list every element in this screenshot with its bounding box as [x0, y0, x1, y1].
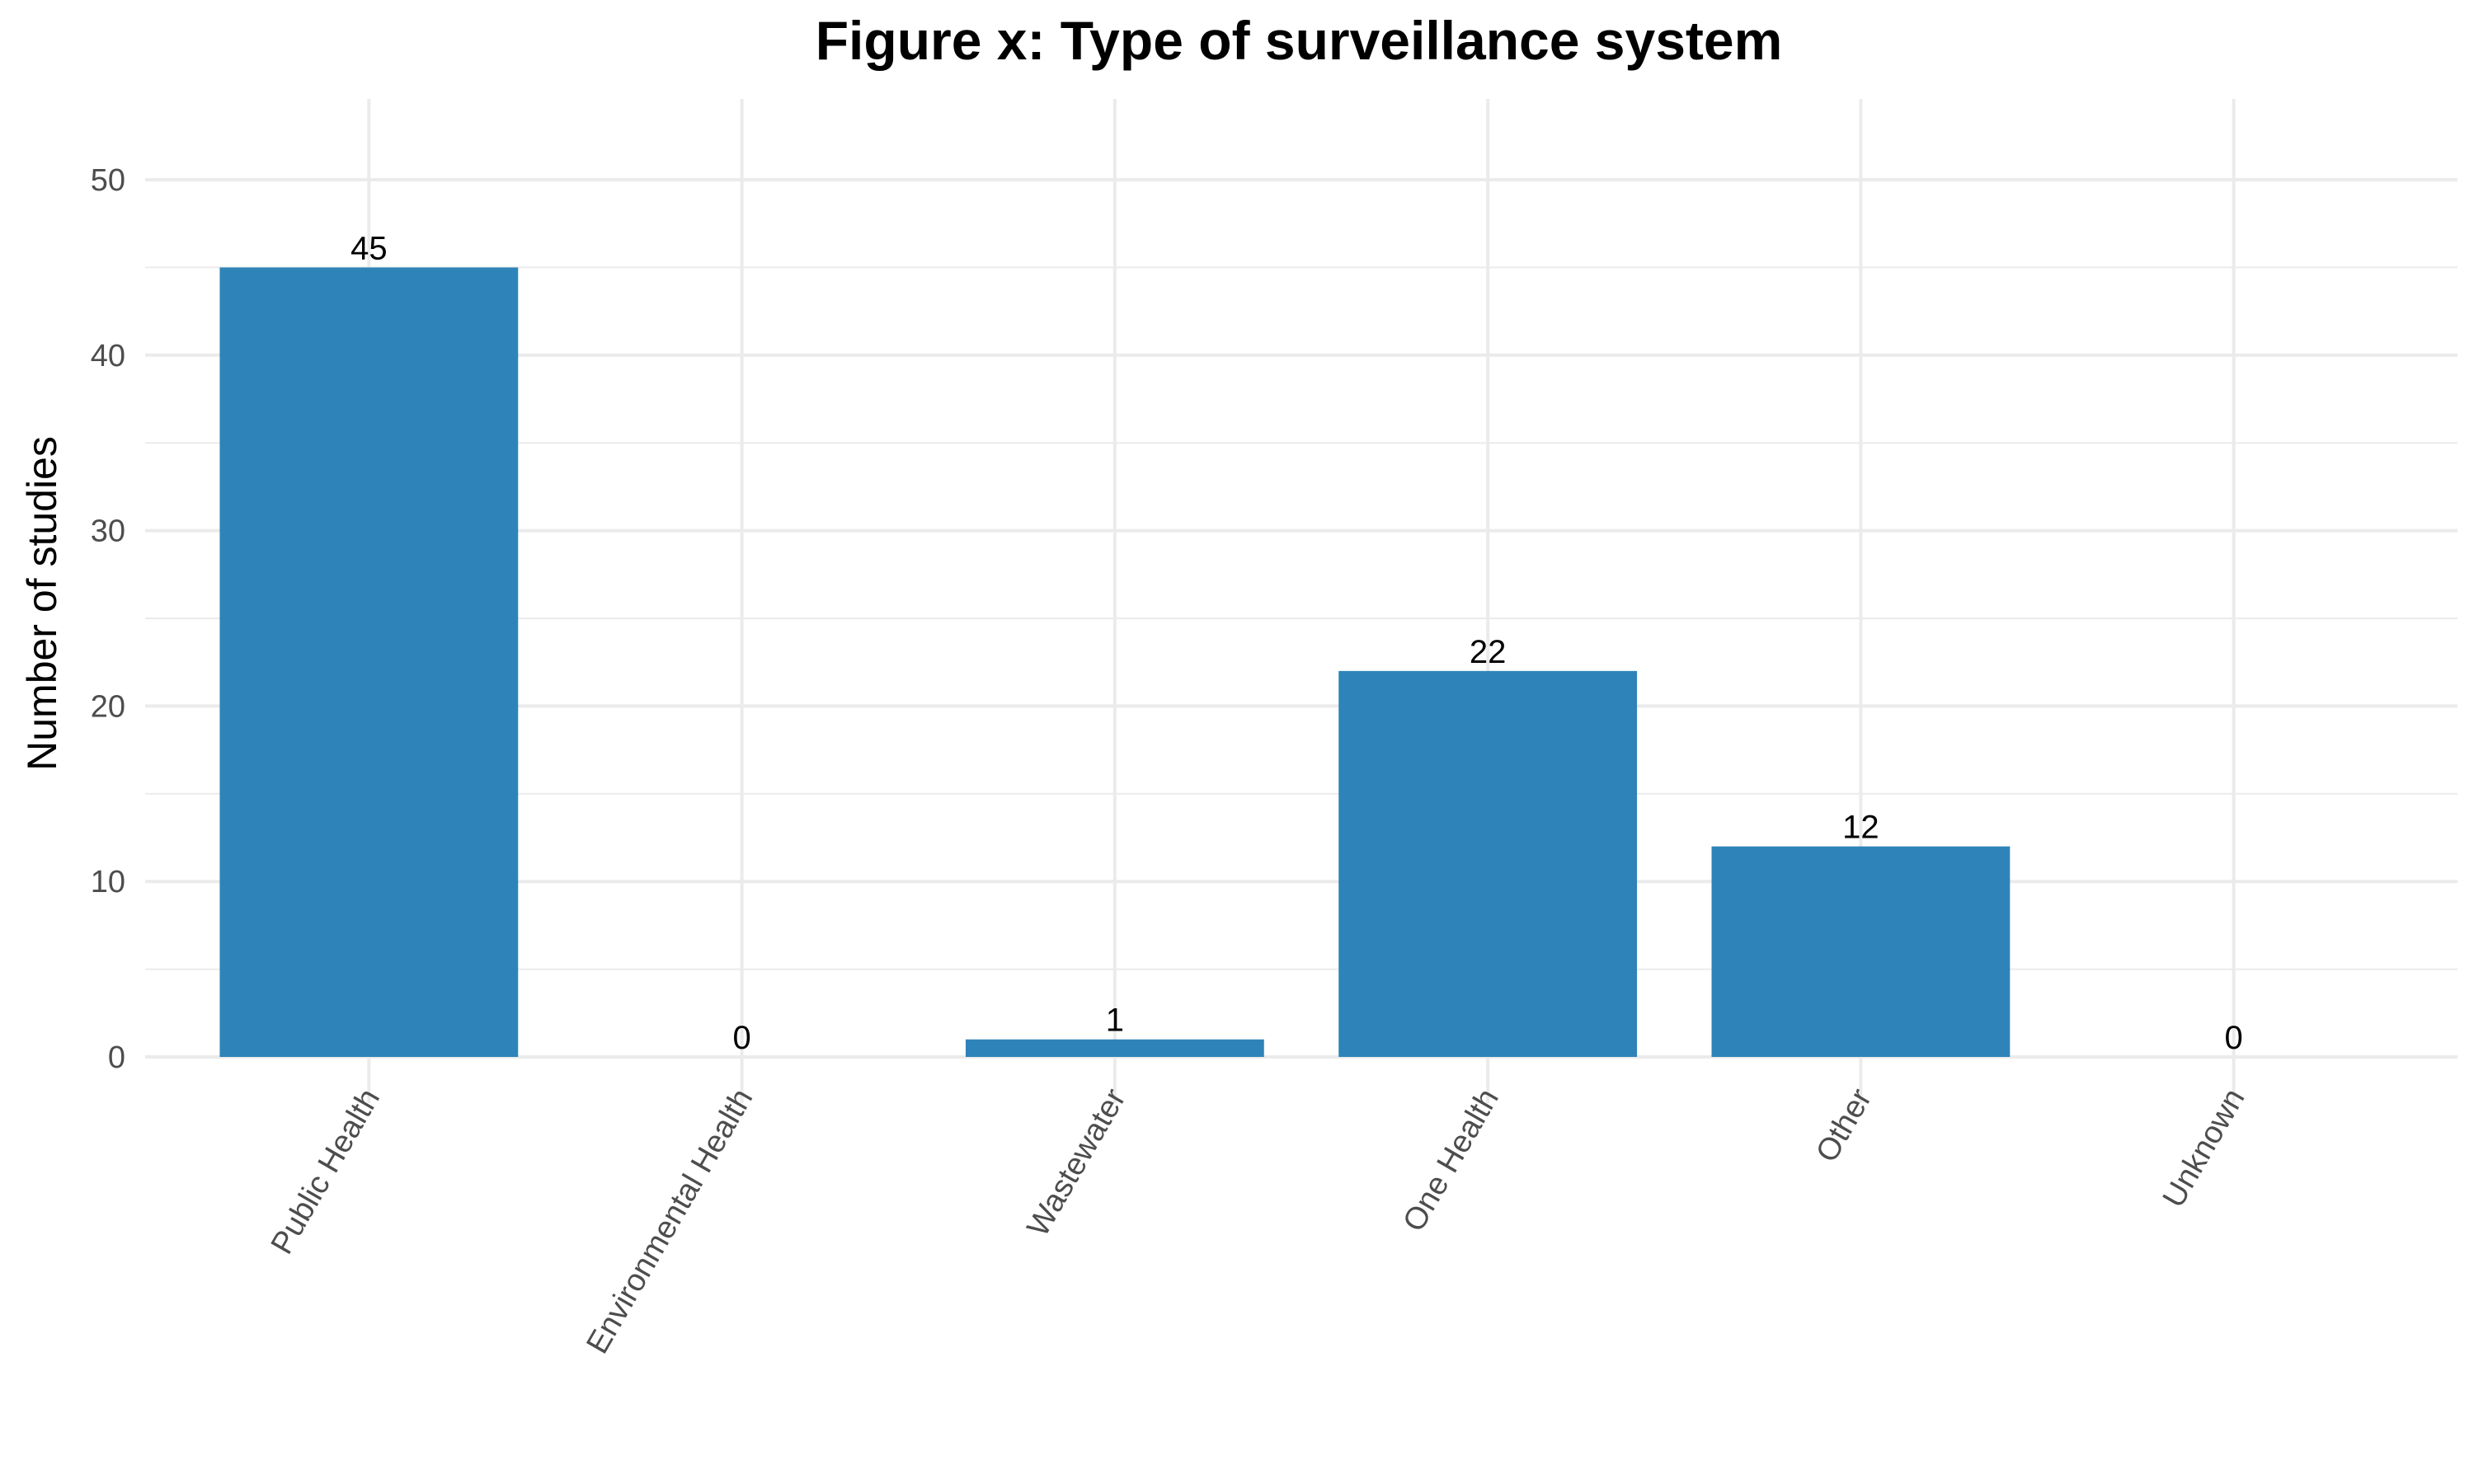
x-tick-label: Environmental Health	[580, 1083, 760, 1360]
data-label: 1	[1106, 1003, 1124, 1039]
minor-gridlines	[145, 266, 2458, 970]
data-label: 0	[732, 1020, 750, 1056]
x-tick-label: Other	[1809, 1082, 1879, 1168]
y-tick-label: 0	[108, 1040, 125, 1075]
major-gridlines	[145, 99, 2458, 1103]
bar	[1338, 670, 1638, 1057]
bar	[965, 1039, 1264, 1057]
y-tick-label: 30	[91, 514, 125, 549]
bars	[219, 267, 2011, 1057]
chart-title: Figure x: Type of surveillance system	[816, 10, 1783, 71]
x-tick-label: Wastewater	[1021, 1082, 1133, 1242]
data-label: 0	[2225, 1020, 2243, 1056]
y-tick-label: 40	[91, 339, 125, 373]
data-label: 45	[350, 230, 388, 266]
x-tick-label: One Health	[1396, 1083, 1505, 1237]
bar	[1711, 846, 2011, 1057]
y-tick-label: 10	[91, 865, 125, 899]
x-tick-labels: Public Health Environmental Health Wastewa…	[265, 1082, 2252, 1360]
data-label: 12	[1842, 810, 1879, 846]
bar	[219, 267, 519, 1057]
y-tick-labels: 0 10 20 30 40 50	[91, 163, 125, 1075]
x-tick-label: Unknown	[2157, 1083, 2252, 1214]
data-label: 22	[1470, 634, 1507, 670]
x-tick-label: Public Health	[265, 1083, 387, 1261]
y-tick-label: 50	[91, 163, 125, 198]
y-axis-label: Number of studies	[19, 436, 65, 771]
y-tick-label: 20	[91, 689, 125, 724]
data-labels: 45 0 1 22 12 0	[350, 230, 2243, 1056]
